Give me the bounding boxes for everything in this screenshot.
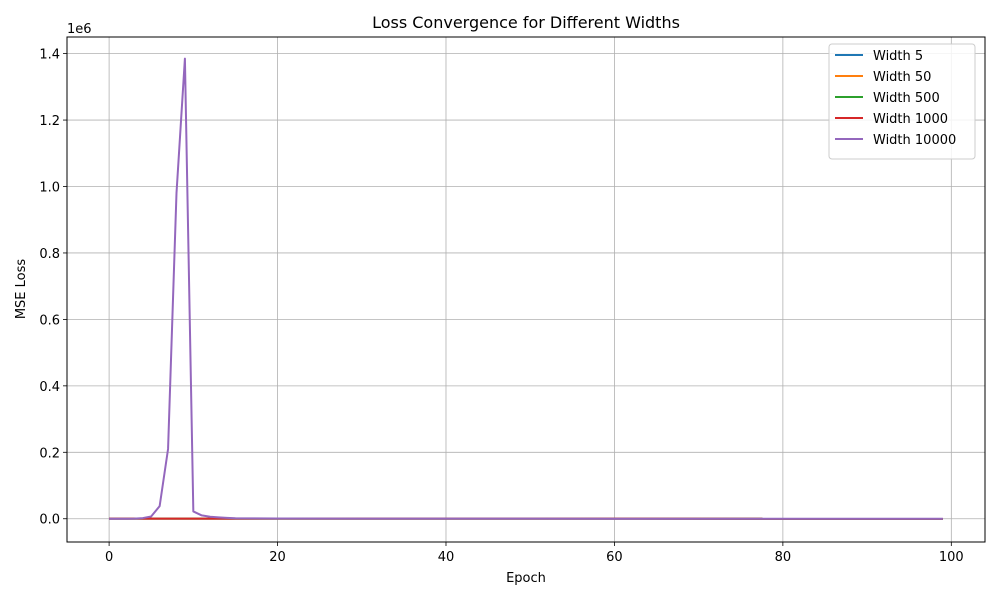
legend-label: Width 500 <box>873 91 940 106</box>
x-tick-label: 60 <box>606 550 623 565</box>
y-axis-title: MSE Loss <box>14 259 29 320</box>
x-axis: 0 20 40 60 80 100 <box>105 542 964 565</box>
y-tick-label: 1.0 <box>39 181 60 196</box>
legend-box <box>828 43 976 160</box>
series-group <box>109 57 943 520</box>
y-tick-label: 0.0 <box>39 513 60 528</box>
x-axis-title: Epoch <box>506 571 546 586</box>
legend-label: Width 50 <box>873 70 931 85</box>
y-tick-label: 0.4 <box>39 380 60 395</box>
legend-label: Width 1000 <box>873 112 948 127</box>
plot-frame <box>66 36 986 543</box>
legend-label: Width 5 <box>873 49 923 64</box>
legend: Width 5 Width 50 Width 500 Width 1000 Width … <box>828 43 976 160</box>
y-tick-label: 1.4 <box>39 48 60 63</box>
y-axis: 0.0 0.2 0.4 0.6 0.8 1.0 1.2 1.4 <box>39 48 67 528</box>
grid <box>67 37 985 542</box>
y-tick-label: 0.8 <box>39 247 60 262</box>
x-tick-label: 0 <box>105 550 113 565</box>
chart-title: Loss Convergence for Different Widths <box>372 13 680 32</box>
y-offset-label: 1e6 <box>67 22 92 37</box>
legend-label: Width 10000 <box>873 133 956 148</box>
x-tick-label: 40 <box>438 550 455 565</box>
x-tick-label: 100 <box>939 550 964 565</box>
y-tick-label: 0.2 <box>39 446 60 461</box>
series-line-4 <box>109 57 943 520</box>
y-tick-label: 0.6 <box>39 313 60 328</box>
x-tick-label: 20 <box>269 550 286 565</box>
x-tick-label: 80 <box>775 550 792 565</box>
y-tick-label: 1.2 <box>39 114 60 129</box>
